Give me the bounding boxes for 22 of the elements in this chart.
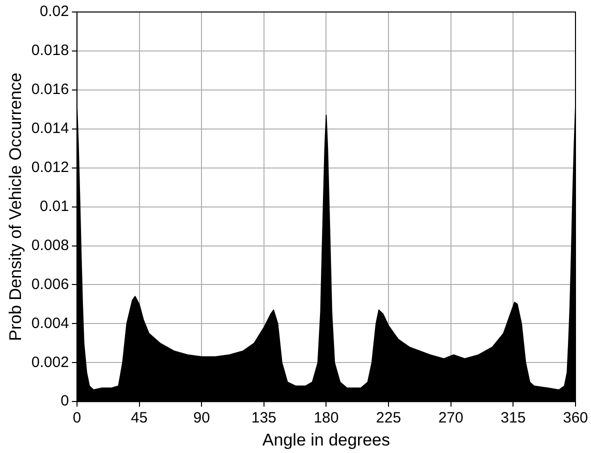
x-tick-label: 90 <box>193 410 210 427</box>
y-tick-label: 0.014 <box>31 120 69 138</box>
y-tick-label: 0.01 <box>40 198 69 215</box>
x-tick-label: 180 <box>314 410 339 427</box>
y-tick-label: 0.012 <box>31 158 69 176</box>
x-tick-label: 0 <box>72 410 82 427</box>
x-tick-label: 270 <box>438 410 464 427</box>
y-tick-label: 0.008 <box>31 236 69 254</box>
y-tick-label: 0 <box>60 392 69 410</box>
x-tick-label: 360 <box>562 410 588 427</box>
y-tick-label: 0.02 <box>40 3 69 20</box>
x-tick-label: 315 <box>500 410 526 427</box>
y-tick-label: 0.018 <box>31 42 69 60</box>
x-tick-label: 225 <box>376 410 402 427</box>
x-tick-label: 45 <box>130 410 148 427</box>
y-tick-label: 0.006 <box>31 276 69 293</box>
x-tick-label: 135 <box>251 410 276 427</box>
y-axis-title: Prob Density of Vehicle Occurrence <box>6 72 25 341</box>
y-tick-label: 0.016 <box>31 81 69 98</box>
y-tick-label: 0.004 <box>31 314 69 332</box>
y-tick-label: 0.002 <box>31 354 69 371</box>
x-axis-title: Angle in degrees <box>262 430 390 450</box>
